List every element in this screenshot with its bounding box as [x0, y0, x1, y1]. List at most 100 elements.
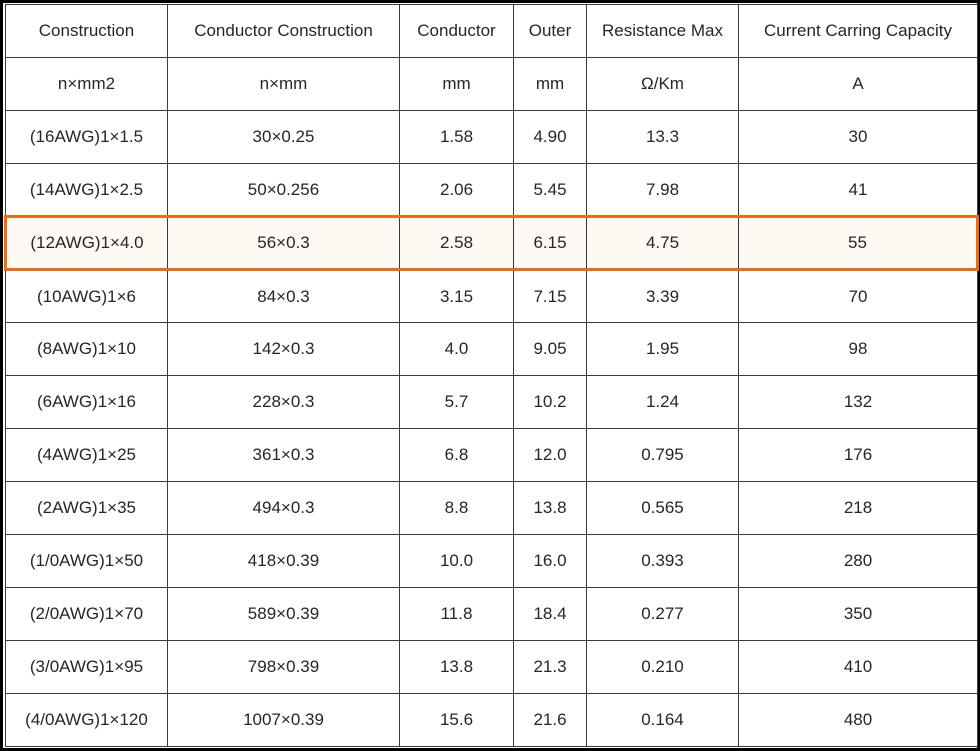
cell-conductor: 11.8 [399, 587, 514, 641]
cell-outer: 5.45 [513, 163, 587, 217]
cell-current-capacity: 30 [738, 110, 978, 164]
units-row: n×mm2 n×mm mm mm Ω/Km A [5, 57, 978, 111]
cell-construction: (2AWG)1×35 [5, 481, 168, 535]
cell-outer: 21.3 [513, 640, 587, 694]
cell-conductor: 10.0 [399, 534, 514, 588]
cell-conductor: 6.8 [399, 428, 514, 482]
cell-outer: 13.8 [513, 481, 587, 535]
cell-construction: (10AWG)1×6 [5, 269, 168, 323]
cell-resistance-max: 0.277 [586, 587, 739, 641]
cell-construction: (2/0AWG)1×70 [5, 587, 168, 641]
cell-current-capacity: 218 [738, 481, 978, 535]
cell-resistance-max: 0.393 [586, 534, 739, 588]
cell-resistance-max: 3.39 [586, 269, 739, 323]
table-row-4-0awg: (4/0AWG)1×120 1007×0.39 15.6 21.6 0.164 … [5, 693, 978, 747]
cell-outer: 4.90 [513, 110, 587, 164]
cell-conductor-construction: 494×0.3 [167, 481, 400, 535]
cell-current-capacity: 70 [738, 269, 978, 323]
cell-outer: 21.6 [513, 693, 587, 747]
cell-conductor-construction: 228×0.3 [167, 375, 400, 429]
cell-construction: (12AWG)1×4.0 [4, 215, 168, 271]
cell-outer: 6.15 [513, 215, 587, 271]
col-header-conductor-construction: Conductor Construction [167, 4, 400, 58]
cell-current-capacity: 132 [738, 375, 978, 429]
unit-construction: n×mm2 [5, 57, 168, 111]
cell-outer: 18.4 [513, 587, 587, 641]
cell-construction: (8AWG)1×10 [5, 322, 168, 376]
cell-conductor: 4.0 [399, 322, 514, 376]
cell-current-capacity: 176 [738, 428, 978, 482]
header-row: Construction Conductor Construction Cond… [5, 4, 978, 58]
col-header-current-carring-capacity: Current Carring Capacity [738, 4, 978, 58]
cell-construction: (1/0AWG)1×50 [5, 534, 168, 588]
cell-construction: (4AWG)1×25 [5, 428, 168, 482]
table-row-10awg: (10AWG)1×6 84×0.3 3.15 7.15 3.39 70 [5, 269, 978, 323]
cell-current-capacity: 41 [738, 163, 978, 217]
unit-current-carring-capacity: A [738, 57, 978, 111]
cell-conductor: 3.15 [399, 269, 514, 323]
table-row-4awg: (4AWG)1×25 361×0.3 6.8 12.0 0.795 176 [5, 428, 978, 482]
table-row-2-0awg: (2/0AWG)1×70 589×0.39 11.8 18.4 0.277 35… [5, 587, 978, 641]
cell-conductor: 15.6 [399, 693, 514, 747]
cell-conductor-construction: 30×0.25 [167, 110, 400, 164]
unit-outer: mm [513, 57, 587, 111]
cell-current-capacity: 55 [738, 215, 979, 271]
cell-resistance-max: 0.565 [586, 481, 739, 535]
table-row-6awg: (6AWG)1×16 228×0.3 5.7 10.2 1.24 132 [5, 375, 978, 429]
cell-conductor-construction: 1007×0.39 [167, 693, 400, 747]
unit-conductor-construction: n×mm [167, 57, 400, 111]
cell-conductor: 8.8 [399, 481, 514, 535]
cell-resistance-max: 7.98 [586, 163, 739, 217]
cell-construction: (3/0AWG)1×95 [5, 640, 168, 694]
table-row-2awg: (2AWG)1×35 494×0.3 8.8 13.8 0.565 218 [5, 481, 978, 535]
table-row-14awg: (14AWG)1×2.5 50×0.256 2.06 5.45 7.98 41 [5, 163, 978, 217]
cell-resistance-max: 0.210 [586, 640, 739, 694]
table-row-3-0awg: (3/0AWG)1×95 798×0.39 13.8 21.3 0.210 41… [5, 640, 978, 694]
col-header-outer: Outer [513, 4, 587, 58]
cell-conductor-construction: 50×0.256 [167, 163, 400, 217]
cell-conductor: 13.8 [399, 640, 514, 694]
col-header-conductor: Conductor [399, 4, 514, 58]
cell-resistance-max: 4.75 [586, 215, 739, 271]
cell-current-capacity: 98 [738, 322, 978, 376]
cell-conductor-construction: 84×0.3 [167, 269, 400, 323]
cell-construction: (16AWG)1×1.5 [5, 110, 168, 164]
cable-spec-table: Construction Conductor Construction Cond… [4, 4, 979, 747]
cell-outer: 7.15 [513, 269, 587, 323]
cell-resistance-max: 1.24 [586, 375, 739, 429]
cell-conductor-construction: 142×0.3 [167, 322, 400, 376]
table-row-16awg: (16AWG)1×1.5 30×0.25 1.58 4.90 13.3 30 [5, 110, 978, 164]
cell-conductor-construction: 418×0.39 [167, 534, 400, 588]
cell-outer: 16.0 [513, 534, 587, 588]
cell-current-capacity: 280 [738, 534, 978, 588]
col-header-resistance-max: Resistance Max [586, 4, 739, 58]
unit-conductor: mm [399, 57, 514, 111]
cell-resistance-max: 0.164 [586, 693, 739, 747]
cell-resistance-max: 1.95 [586, 322, 739, 376]
cell-resistance-max: 13.3 [586, 110, 739, 164]
cell-conductor: 1.58 [399, 110, 514, 164]
cell-conductor: 2.58 [399, 215, 514, 271]
cell-outer: 12.0 [513, 428, 587, 482]
cell-construction: (6AWG)1×16 [5, 375, 168, 429]
cell-resistance-max: 0.795 [586, 428, 739, 482]
cell-current-capacity: 480 [738, 693, 978, 747]
cell-conductor-construction: 361×0.3 [167, 428, 400, 482]
table-row-12awg-highlighted: (12AWG)1×4.0 56×0.3 2.58 6.15 4.75 55 [4, 215, 979, 271]
cell-current-capacity: 410 [738, 640, 978, 694]
table-row-1-0awg: (1/0AWG)1×50 418×0.39 10.0 16.0 0.393 28… [5, 534, 978, 588]
cell-outer: 9.05 [513, 322, 587, 376]
cell-construction: (4/0AWG)1×120 [5, 693, 168, 747]
cell-construction: (14AWG)1×2.5 [5, 163, 168, 217]
unit-resistance-max: Ω/Km [586, 57, 739, 111]
col-header-construction: Construction [5, 4, 168, 58]
cell-conductor: 5.7 [399, 375, 514, 429]
cell-outer: 10.2 [513, 375, 587, 429]
cell-conductor-construction: 56×0.3 [167, 215, 400, 271]
cell-conductor: 2.06 [399, 163, 514, 217]
cell-conductor-construction: 798×0.39 [167, 640, 400, 694]
cell-current-capacity: 350 [738, 587, 978, 641]
cell-conductor-construction: 589×0.39 [167, 587, 400, 641]
table-row-8awg: (8AWG)1×10 142×0.3 4.0 9.05 1.95 98 [5, 322, 978, 376]
